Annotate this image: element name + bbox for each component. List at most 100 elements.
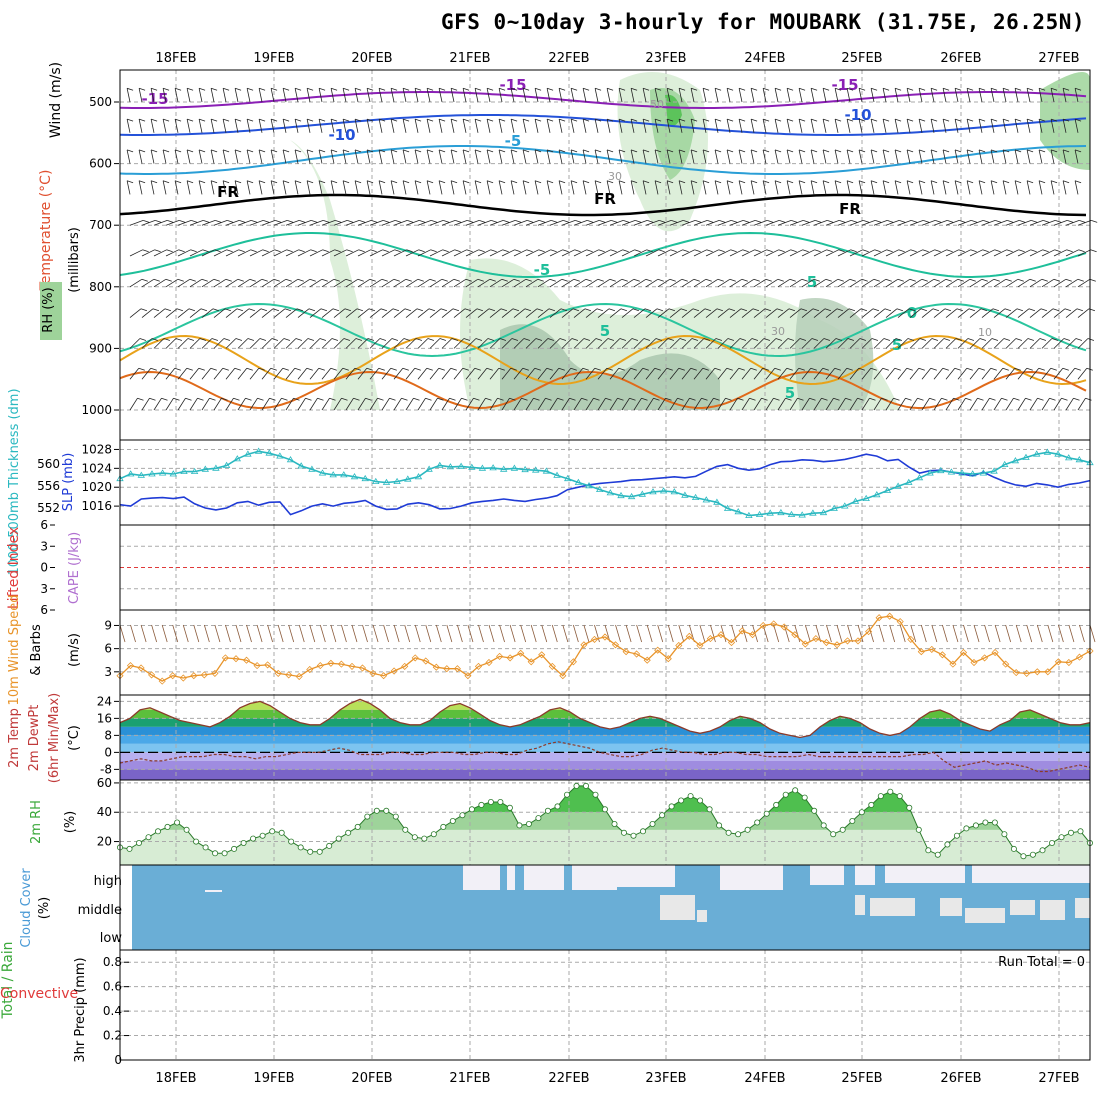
wind-barb-flag [779, 220, 786, 223]
wind-barb [369, 308, 382, 318]
wind-barb [741, 397, 750, 411]
wind-barb [753, 368, 764, 380]
thickness-marker [265, 449, 273, 456]
wind-barb [1053, 368, 1064, 380]
wind-barb-flag [822, 180, 830, 184]
wind-barb-flag [815, 220, 822, 223]
wind-barb [510, 119, 515, 133]
rh-marker [202, 844, 209, 851]
wind-barb-flag [414, 118, 422, 122]
wind-barb-flag [319, 338, 327, 341]
thickness-marker [798, 511, 806, 518]
wind-barb-flag [238, 249, 245, 253]
wind-speed-marker [1075, 653, 1084, 661]
wind-barb [1017, 220, 1032, 226]
wind-barb [825, 249, 839, 257]
wind-barb [486, 180, 491, 195]
wind-barb [777, 397, 786, 411]
thickness-marker [958, 469, 966, 476]
wind-barb [489, 308, 502, 318]
rh-legend-swatch [40, 282, 62, 340]
wind-barb-flag [235, 338, 243, 341]
rh-marker [583, 782, 590, 789]
wind-barb-flag [753, 278, 760, 282]
wind-barb [765, 220, 780, 226]
wind-barb-flag [870, 149, 878, 153]
wind-barb-flag [810, 118, 818, 122]
surface-wind-barb [520, 624, 527, 643]
wind-barb-flag [175, 338, 183, 341]
wind-barb [1062, 119, 1067, 133]
surface-wind-barb [161, 624, 168, 643]
thickness-marker [350, 473, 359, 480]
precip-tick-0: 0 [114, 1053, 122, 1067]
wind-barb-flag [955, 338, 963, 341]
wind-barb [630, 88, 635, 103]
wind-barb [342, 180, 347, 195]
wind-barb-flag [239, 220, 246, 223]
wind-barb-flag [286, 249, 293, 253]
wind-barb-flag [297, 278, 304, 282]
wind-barb [498, 88, 503, 103]
wind-barb [750, 180, 755, 195]
wind-barb-flag [930, 149, 938, 153]
wind-barb [177, 249, 191, 257]
wind-speed-marker [1044, 668, 1052, 676]
wind-barb [450, 149, 455, 164]
surface-wind-barb [572, 624, 579, 643]
wind-barb [1077, 368, 1088, 380]
wind-barb-flag [762, 180, 770, 184]
wind-barb [693, 278, 707, 288]
wind-barb [513, 278, 527, 288]
wind-barb-flag [525, 278, 532, 282]
wind-barb-flag [966, 180, 974, 184]
wind-barb [477, 397, 486, 411]
wind-barb-flag [583, 338, 591, 341]
wind-barb-flag [790, 249, 797, 253]
wind-barb-flag [1074, 149, 1082, 153]
wind-barb-flag [1049, 397, 1056, 401]
wind-barb [489, 368, 500, 380]
thickness-marker [563, 474, 572, 482]
wind-barb-flag [849, 278, 856, 282]
rh-marker [849, 818, 856, 825]
isotherm-label-14: 5 [785, 384, 795, 402]
surface-wind-barb [130, 624, 136, 643]
wind-barb [1005, 278, 1019, 288]
wind-barb-flag [298, 249, 305, 253]
surface-wind-barb [298, 624, 305, 643]
wind-barb-flag [786, 149, 794, 153]
wind-barb-flag [353, 397, 360, 401]
wind-barb-flag [943, 338, 951, 341]
wind-barb-flag [538, 249, 545, 253]
wind-barb-flag [198, 118, 206, 122]
wind-barb-flag [294, 87, 302, 91]
wind-barb [417, 308, 430, 318]
wind-barb-flag [870, 118, 878, 122]
wind-barb [270, 180, 275, 195]
wind-barb [705, 338, 717, 349]
wind-barb [549, 368, 560, 380]
wind-barb [333, 308, 346, 318]
wind-barb-flag [246, 149, 254, 153]
wind-barb-flag [179, 220, 186, 223]
wind-barb-flag [1085, 397, 1092, 401]
wind-barb-flag [774, 180, 782, 184]
wind-barb [405, 249, 419, 257]
cloud-gap-19 [1010, 900, 1035, 915]
wind-speed-marker [380, 672, 388, 680]
thickness-marker [926, 469, 934, 476]
wind-barb-flag [284, 308, 292, 312]
wind-barb-flag [726, 149, 734, 153]
wind-barb-flag [716, 308, 724, 312]
precip-tick-3: 0.6 [103, 980, 122, 994]
wind-tick-1: 6 [104, 642, 112, 656]
wind-barb-flag [1016, 308, 1024, 312]
wind-barb-flag [848, 308, 856, 312]
wind-barb [669, 220, 684, 226]
wind-speed-marker [580, 641, 588, 649]
wind-barb-flag [582, 367, 589, 371]
thickness-marker [329, 471, 337, 478]
cloud-gap-21 [1075, 898, 1090, 918]
rh-marker [154, 828, 161, 835]
